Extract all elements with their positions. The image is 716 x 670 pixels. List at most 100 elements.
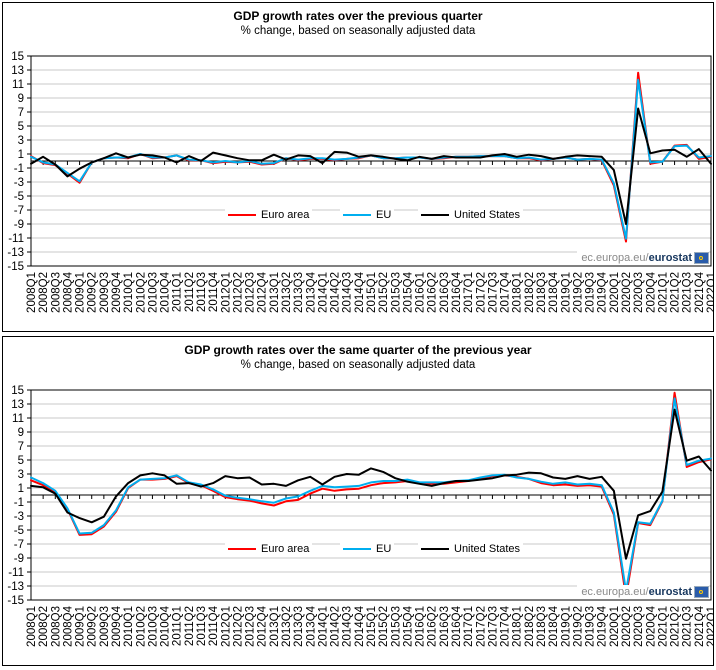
svg-text:2010Q3: 2010Q3 — [147, 606, 159, 647]
svg-text:2014Q3: 2014Q3 — [342, 272, 354, 313]
legend-item-united-states: United States — [418, 207, 524, 223]
svg-text:-13: -13 — [7, 247, 24, 259]
watermark-brand: eurostat — [648, 586, 692, 598]
svg-text:2015Q4: 2015Q4 — [402, 605, 414, 647]
svg-text:2013Q1: 2013Q1 — [269, 272, 281, 313]
svg-text:2012Q1: 2012Q1 — [220, 606, 232, 647]
svg-text:2018Q1: 2018Q1 — [512, 606, 524, 647]
svg-text:2009Q4: 2009Q4 — [111, 271, 123, 313]
svg-text:2018Q4: 2018Q4 — [548, 605, 560, 647]
svg-text:-9: -9 — [14, 553, 24, 565]
svg-text:2021Q3: 2021Q3 — [682, 606, 694, 647]
svg-text:2015Q1: 2015Q1 — [366, 606, 378, 647]
y-axis-labels: 15 13 11 9 7 5 3 1 -1 -3 -5 -7 -9 -11 -13 -15 — [7, 51, 24, 273]
svg-text:2010Q1: 2010Q1 — [123, 272, 135, 313]
svg-text:2016Q3: 2016Q3 — [439, 606, 451, 647]
svg-text:2019Q4: 2019Q4 — [597, 271, 609, 313]
svg-text:2013Q1: 2013Q1 — [269, 606, 281, 647]
svg-text:2017Q2: 2017Q2 — [475, 606, 487, 647]
svg-text:2010Q2: 2010Q2 — [135, 606, 147, 647]
chart-title: GDP growth rates over the same quarter o… — [184, 343, 532, 357]
svg-text:2009Q2: 2009Q2 — [87, 606, 99, 647]
svg-text:-7: -7 — [14, 539, 24, 551]
svg-text:2014Q4: 2014Q4 — [354, 605, 366, 647]
series-line-eu — [30, 397, 712, 592]
svg-text:2018Q3: 2018Q3 — [536, 606, 548, 647]
svg-text:2008Q1: 2008Q1 — [26, 272, 38, 313]
svg-text:2020Q3: 2020Q3 — [633, 272, 645, 313]
svg-text:2021Q4: 2021Q4 — [694, 271, 706, 313]
chart-subtitle: % change, based on seasonally adjusted d… — [240, 359, 476, 371]
svg-text:-11: -11 — [8, 233, 24, 245]
legend-label: United States — [454, 209, 521, 221]
svg-text:-3: -3 — [14, 177, 24, 189]
svg-text:2013Q4: 2013Q4 — [305, 271, 317, 313]
legend-label: EU — [376, 543, 392, 555]
svg-text:2015Q1: 2015Q1 — [366, 272, 378, 313]
y-axis-labels: 15 13 11 9 7 5 3 1 -1 -3 -5 -7 -9 -11 -13 -15 — [7, 385, 24, 607]
svg-text:2017Q1: 2017Q1 — [463, 272, 475, 313]
svg-text:2015Q3: 2015Q3 — [390, 606, 402, 647]
svg-text:7: 7 — [18, 441, 24, 453]
svg-text:2009Q3: 2009Q3 — [99, 606, 111, 647]
svg-text:2014Q1: 2014Q1 — [317, 606, 329, 647]
svg-text:15: 15 — [11, 385, 24, 397]
svg-text:2011Q2: 2011Q2 — [184, 272, 196, 312]
svg-text:2011Q3: 2011Q3 — [196, 606, 208, 646]
legend-label: United States — [454, 543, 521, 555]
eu-flag-icon — [694, 586, 709, 598]
x-axis-labels: 2008Q1 2008Q2 2008Q3 2008Q4 2009Q1 2009Q2 2009… — [26, 605, 713, 647]
svg-text:2016Q4: 2016Q4 — [451, 605, 463, 647]
svg-text:2013Q3: 2013Q3 — [293, 606, 305, 647]
svg-text:2017Q3: 2017Q3 — [487, 606, 499, 647]
svg-text:2012Q4: 2012Q4 — [257, 605, 269, 647]
svg-text:1: 1 — [18, 149, 24, 161]
svg-text:2016Q1: 2016Q1 — [415, 606, 427, 647]
svg-text:2011Q4: 2011Q4 — [208, 271, 220, 312]
svg-text:2021Q2: 2021Q2 — [670, 606, 682, 647]
svg-text:2013Q3: 2013Q3 — [293, 272, 305, 313]
united-states-line-swatch-icon — [421, 214, 449, 216]
legend-label: Euro area — [261, 209, 310, 221]
svg-text:2021Q1: 2021Q1 — [657, 272, 669, 313]
svg-text:2015Q3: 2015Q3 — [390, 272, 402, 313]
eu-flag-icon — [694, 252, 709, 264]
svg-text:2012Q2: 2012Q2 — [232, 606, 244, 647]
svg-text:2014Q4: 2014Q4 — [354, 271, 366, 313]
svg-text:2014Q2: 2014Q2 — [330, 606, 342, 647]
svg-text:9: 9 — [18, 93, 24, 105]
svg-text:13: 13 — [11, 65, 24, 77]
svg-text:2012Q1: 2012Q1 — [220, 272, 232, 313]
svg-text:2008Q3: 2008Q3 — [50, 606, 62, 647]
svg-text:2020Q1: 2020Q1 — [609, 272, 621, 313]
svg-text:1: 1 — [18, 483, 24, 495]
svg-text:2019Q3: 2019Q3 — [585, 272, 597, 313]
svg-text:2017Q4: 2017Q4 — [500, 271, 512, 313]
watermark-brand: eurostat — [648, 252, 692, 264]
svg-text:-15: -15 — [7, 595, 24, 607]
svg-text:2022Q1: 2022Q1 — [706, 272, 713, 313]
chart-title: GDP growth rates over the previous quart… — [233, 9, 483, 23]
svg-text:2020Q2: 2020Q2 — [621, 272, 633, 313]
legend-item-eu: EU — [340, 207, 395, 223]
series-line-united-states — [30, 408, 712, 560]
svg-text:7: 7 — [18, 107, 24, 119]
y-axis — [27, 389, 31, 601]
svg-text:2012Q3: 2012Q3 — [245, 606, 257, 647]
svg-text:2018Q3: 2018Q3 — [536, 272, 548, 313]
svg-text:2009Q1: 2009Q1 — [75, 606, 87, 647]
svg-text:2020Q3: 2020Q3 — [633, 606, 645, 647]
svg-text:2020Q4: 2020Q4 — [645, 271, 657, 313]
svg-text:2013Q2: 2013Q2 — [281, 272, 293, 313]
svg-text:2019Q2: 2019Q2 — [572, 606, 584, 647]
svg-text:-5: -5 — [14, 525, 24, 537]
euro-area-line-swatch-icon — [228, 548, 256, 550]
svg-text:2017Q2: 2017Q2 — [475, 272, 487, 313]
svg-text:-1: -1 — [14, 163, 24, 175]
svg-text:9: 9 — [18, 427, 24, 439]
svg-text:2014Q2: 2014Q2 — [330, 272, 342, 313]
legend-item-eu: EU — [340, 541, 395, 557]
svg-text:2016Q4: 2016Q4 — [451, 271, 463, 313]
svg-text:2010Q3: 2010Q3 — [147, 272, 159, 313]
